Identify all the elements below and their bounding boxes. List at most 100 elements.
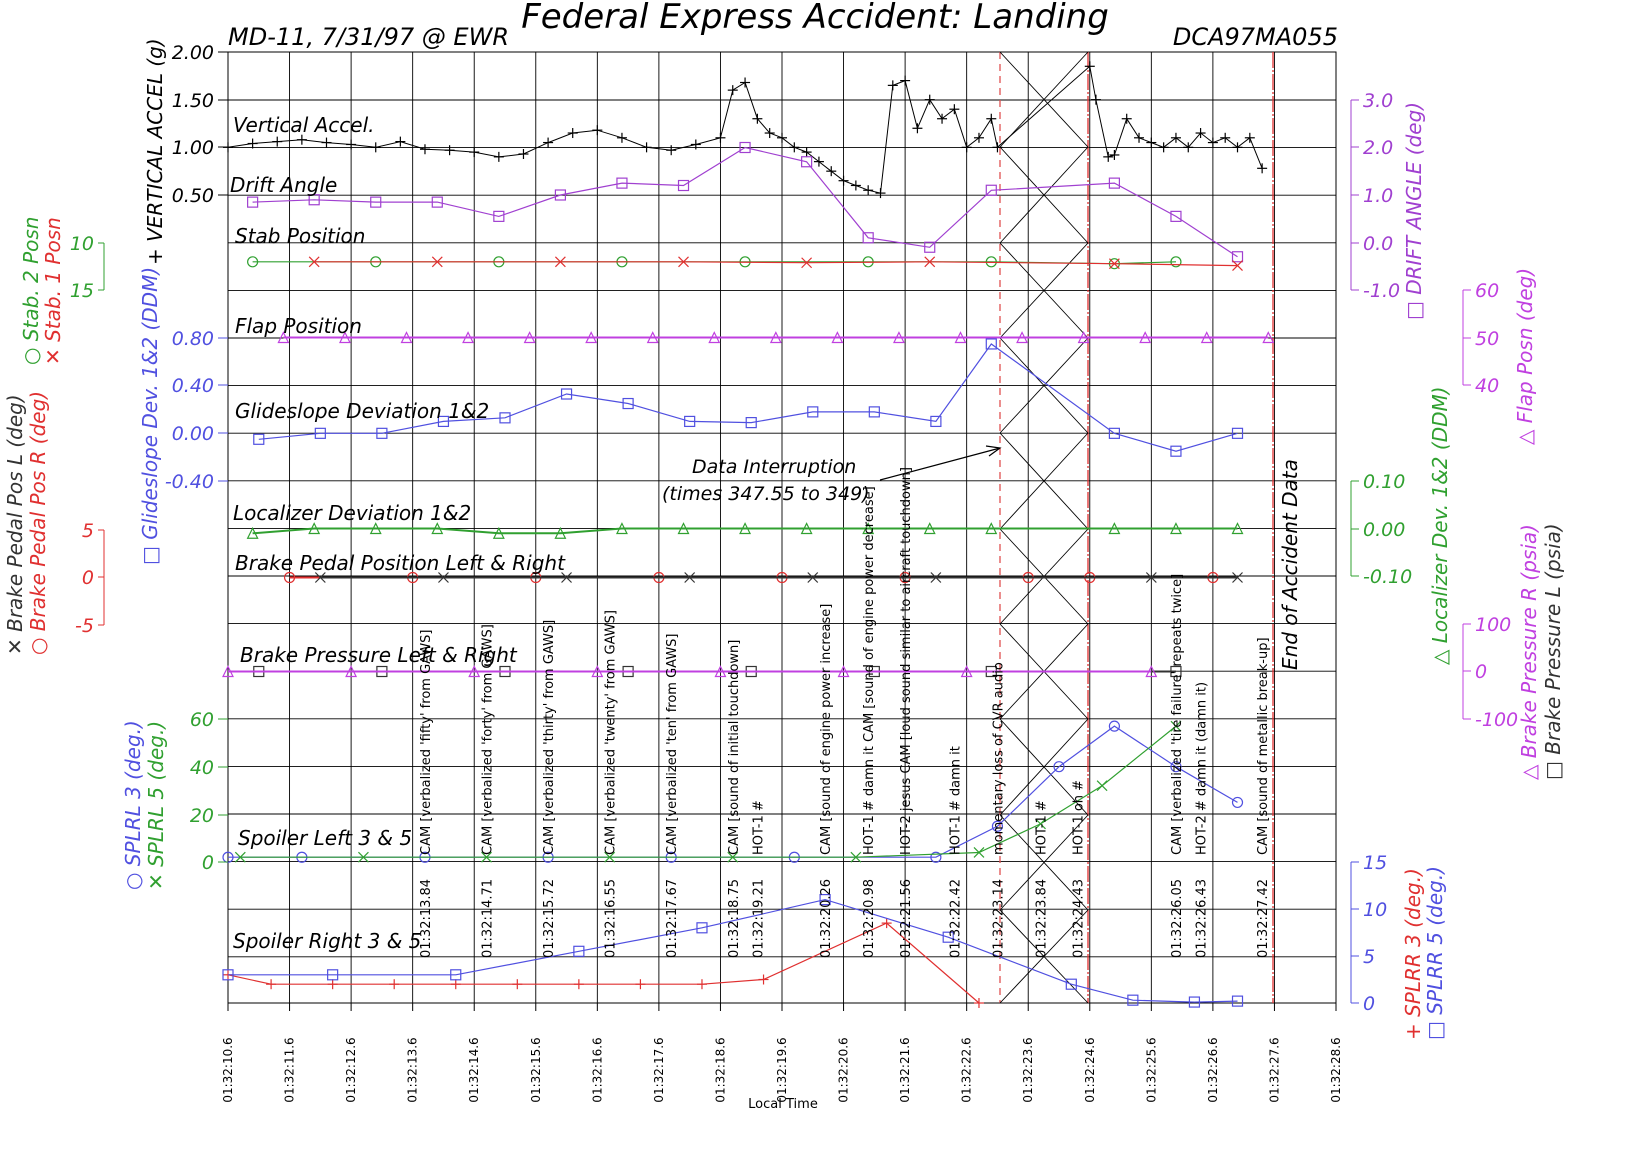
brake-pedal-line-1-point: [807, 572, 819, 583]
stab-line-1-point: [1108, 258, 1120, 270]
spoiler-left-line-1-point: [850, 851, 862, 863]
spoiler-left-line-1-point: [481, 851, 492, 863]
vertical-accel-tick-label: 0.50: [172, 185, 214, 207]
drift-angle-line-point: [1108, 177, 1121, 189]
drift-angle-line-point-shape: [616, 177, 628, 189]
stab-line-1-point: [308, 256, 320, 268]
flap-line-point-shape: [1200, 331, 1213, 344]
spoiler-right-line-0-point: [573, 979, 584, 990]
panel-label-brake-pedal: Brake Pedal Position Left & Right: [235, 551, 566, 575]
brake-pedal-line-1-point: [561, 572, 572, 583]
flap-line-point-shape: [400, 331, 413, 344]
stab-line-0-point-shape: [1170, 256, 1182, 268]
brake-pressure-line-1-point-shape: [960, 665, 973, 678]
panel-label-localizer: Localizer Deviation 1&2: [233, 501, 471, 525]
cvr-annotation: HOT-1 #: [751, 800, 766, 855]
panel-label-glideslope: Glideslope Deviation 1&2: [235, 399, 489, 423]
drift-angle-line-point-shape: [308, 194, 320, 206]
vertical-accel-line-point: [493, 151, 504, 162]
localizer-line-point-shape: [985, 522, 998, 535]
spoiler-left-line-0-point: [930, 851, 942, 863]
splrr3-axis-label: + SPLRR 3 (deg.): [1401, 868, 1425, 1040]
spoiler-right-tick-label: 15: [1363, 852, 1387, 874]
spoiler-right-line-0-point: [389, 979, 400, 990]
stab-line-1-point: [1232, 260, 1243, 271]
cvr-annotation: CAM [verbalized 'fifty' from GAWS]: [419, 629, 434, 855]
spoiler-right-line-1-point: [942, 931, 954, 943]
spoiler-left-line-1-point-shape: [481, 851, 492, 863]
plot-grid: [227, 51, 1337, 1011]
cvr-annotation: CAM [verbalized 'ten' from GAWS]: [665, 633, 680, 855]
flap-line-point: [1200, 331, 1213, 344]
stab-line-0-point: [1170, 256, 1182, 268]
drift-angle-line-point: [801, 156, 813, 168]
vertical-accel-line-point: [666, 145, 677, 156]
header-right: DCA97MA055: [1173, 23, 1338, 51]
flap-line-point: [585, 331, 598, 344]
flap-line-point: [1016, 331, 1029, 344]
spoiler-right-line-1-point-shape: [1065, 978, 1077, 990]
localizer-line-point: [1231, 522, 1244, 535]
spoiler-right-line-1-point-shape: [222, 969, 234, 981]
brake-pedal-line-1-point: [314, 572, 326, 583]
brake-pedal-line-1-point-shape: [807, 572, 819, 583]
brake-pressure-line-1-point: [1145, 665, 1158, 678]
panel-label-drift-angle: Drift Angle: [230, 173, 337, 197]
stab-tick-label: 15: [70, 280, 94, 302]
glideslope-line-point: [1170, 445, 1182, 457]
brake-pressure-line-1-point-shape: [591, 665, 604, 678]
flap-line-point-shape: [831, 331, 844, 344]
cvr-annotation-time: 01:32:18.75: [727, 879, 742, 958]
spoiler-left-line-0-point-shape: [1231, 796, 1244, 809]
flap-line-point: [646, 331, 659, 344]
vertical-accel-line-point: [641, 142, 652, 153]
drift-angle-line-point-shape: [247, 196, 259, 208]
vertical-accel-line-point: [1195, 128, 1206, 139]
cvr-annotation-time: 01:32:17.67: [665, 879, 680, 958]
stab-line-1: [314, 261, 1238, 267]
glideslope-line-point-shape: [437, 415, 450, 428]
spoiler-right-line-1-point: [1188, 996, 1201, 1008]
flap-tick-label: 40: [1475, 375, 1499, 397]
flap-line-point: [1139, 331, 1152, 344]
cvr-annotation-time: 01:32:23.14: [991, 879, 1006, 958]
localizer-line-point-shape: [1169, 522, 1182, 535]
spoiler-left-line-1-point-shape: [850, 851, 862, 863]
spoiler-right-line-1-point-shape: [450, 969, 462, 981]
x-tick-label: 01:32:28.6: [1329, 1037, 1343, 1102]
spoiler-right-line-1-point: [819, 893, 831, 906]
spoiler-left-line-1-point-shape: [727, 851, 739, 863]
x-tick-label: 01:32:15.6: [529, 1037, 543, 1102]
spoiler-right-line-0-point: [635, 979, 646, 990]
drift-angle-line: [252, 146, 1238, 258]
spoiler-right-line-1-point: [1231, 995, 1244, 1007]
localizer-line-point-shape: [923, 522, 936, 535]
spoiler-left-line-1-point: [1096, 780, 1108, 792]
vertical-accel-line-point: [813, 156, 824, 167]
drift-angle-line-point: [247, 196, 259, 208]
drift-angle-line-point-shape: [801, 156, 813, 168]
flap-line-point-shape: [646, 331, 659, 344]
spoiler-right-line-1-point: [1127, 994, 1139, 1006]
interruption-hatch: [999, 146, 1089, 244]
flap-line-point-shape: [708, 331, 721, 344]
glideslope-line-point-shape: [314, 427, 326, 439]
interruption-hatch: [999, 909, 1089, 1004]
spoiler-right-line-0-point: [450, 979, 461, 990]
vertical-accel-line-point: [592, 125, 603, 136]
cvr-annotation: CAM [verbalized 'twenty' from GAWS]: [604, 610, 619, 855]
flap-line-point: [400, 331, 413, 344]
vertical-accel-line-point: [1109, 149, 1120, 160]
cvr-annotation-time: 01:32:27.42: [1256, 879, 1271, 958]
glideslope-line-point-shape: [1170, 445, 1182, 457]
localizer-line: [252, 527, 1238, 535]
flap-line-point: [462, 331, 475, 344]
glideslope-line-point: [314, 427, 326, 439]
brake-pedal-line-1-point: [930, 572, 942, 583]
localizer-tick-label: -0.10: [1363, 566, 1412, 588]
drift-angle-line-point-shape: [1108, 177, 1121, 189]
brake-pressure-line-0-point: [1170, 665, 1182, 678]
glideslope-line-point: [622, 397, 634, 410]
vertical-accel-tick-label: 1.00: [172, 137, 214, 159]
